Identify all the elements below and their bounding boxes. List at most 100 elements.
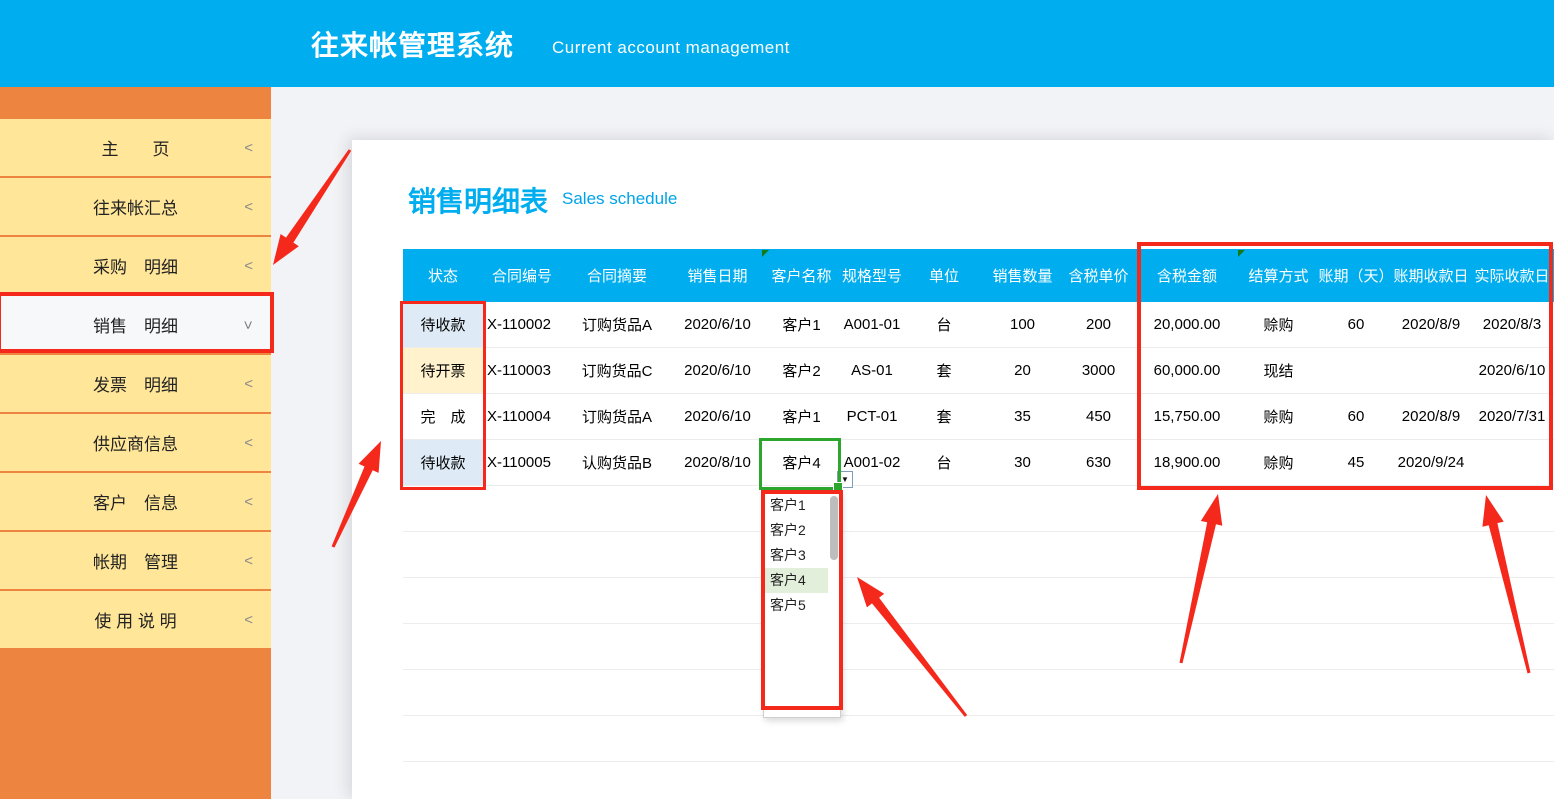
sidebar-item-8[interactable]: 使 用 说 明 < — [0, 591, 271, 650]
table-cell[interactable]: A001-01 — [843, 316, 901, 333]
table-cell[interactable]: 客户2 — [782, 363, 821, 380]
table-cell[interactable]: 台 — [936, 317, 952, 334]
table-cell[interactable]: 200 — [1085, 316, 1112, 333]
column-header: 账期收款日 — [1393, 268, 1469, 285]
table-cell[interactable]: 3000 — [1081, 362, 1116, 379]
table-cell[interactable]: 20 — [1014, 362, 1031, 379]
sidebar-item-1[interactable]: 往来帐汇总 < — [0, 178, 271, 237]
table-cell[interactable]: 赊购 — [1263, 317, 1294, 334]
table-cell[interactable]: 450 — [1085, 408, 1112, 425]
column-header: 合同摘要 — [586, 268, 647, 285]
chevron-icon: < — [244, 375, 253, 392]
sidebar-item-2[interactable]: 采购 明细 < — [0, 237, 271, 296]
table-cell[interactable]: 60,000.00 — [1153, 362, 1221, 379]
table-cell[interactable]: 订购货品A — [581, 409, 652, 426]
table-cell[interactable]: X-110003 — [487, 362, 551, 379]
app-subtitle: Current account management — [552, 38, 790, 57]
table-cell[interactable]: X-110002 — [487, 316, 551, 333]
table-cell[interactable] — [1392, 348, 1470, 393]
table-cell[interactable]: 100 — [1009, 316, 1036, 333]
table-cell[interactable]: 现结 — [1263, 363, 1294, 380]
dropdown-option[interactable]: 客户1 — [770, 497, 806, 513]
dropdown-scrollbar[interactable] — [830, 496, 838, 560]
chevron-icon: < — [244, 552, 253, 569]
chevron-icon: < — [240, 320, 258, 329]
table-cell[interactable]: 客户1 — [782, 409, 821, 426]
sidebar-item-label: 往来帐汇总 — [93, 199, 178, 218]
dropdown-option[interactable]: 客户2 — [770, 522, 806, 538]
table-cell[interactable]: 2020/8/10 — [684, 454, 751, 471]
status-cell[interactable]: 完 成 — [420, 409, 466, 426]
table-cell[interactable]: 2020/6/10 — [684, 362, 751, 379]
sidebar-item-4[interactable]: 发票 明细 < — [0, 355, 271, 414]
customer-dropdown[interactable]: 客户1 客户2 客户3 客户4 客户5 — [763, 492, 841, 718]
dropdown-option[interactable]: 客户5 — [770, 597, 806, 613]
table-cell[interactable]: 订购货品A — [581, 317, 652, 334]
table-cell[interactable]: 30 — [1014, 454, 1031, 471]
sales-table: 状态 合同编号 合同摘要 销售日期 客户名称 规格型号 单位 销售数量 含税单价 含税金额 结算方式… — [403, 249, 1554, 486]
status-cell[interactable]: 待收款 — [403, 302, 483, 347]
table-cell[interactable]: 18,900.00 — [1153, 454, 1221, 471]
table-cell[interactable] — [1470, 440, 1554, 485]
table-cell[interactable]: 2020/8/9 — [1401, 408, 1461, 425]
table-cell[interactable]: 认购货品B — [581, 455, 652, 472]
table-cell[interactable]: 客户1 — [782, 317, 821, 334]
table-cell[interactable] — [1320, 348, 1392, 393]
table-cell[interactable]: A001-02 — [843, 454, 901, 471]
chevron-icon: < — [244, 493, 253, 510]
sidebar-item-label: 采购 明细 — [93, 258, 178, 277]
app-title: 往来帐管理系统 — [311, 30, 515, 61]
table-cell[interactable]: 45 — [1347, 454, 1365, 471]
table-cell[interactable]: PCT-01 — [846, 408, 898, 425]
status-cell[interactable]: 待收款 — [403, 440, 483, 485]
column-header: 规格型号 — [841, 268, 902, 285]
dropdown-option[interactable]: 客户4 — [764, 568, 828, 593]
sidebar-item-0[interactable]: 主 页 < — [0, 119, 271, 178]
sidebar-item-label: 主 页 — [101, 140, 170, 159]
table-cell[interactable]: 订购货品C — [581, 363, 653, 380]
table-cell[interactable]: 台 — [936, 455, 952, 472]
table-cell[interactable]: 35 — [1014, 408, 1031, 425]
table-cell[interactable]: X-110004 — [487, 408, 551, 425]
table-cell[interactable]: 赊购 — [1263, 455, 1294, 472]
table-cell[interactable]: 20,000.00 — [1153, 316, 1221, 333]
table-row: 待收款 X-110005 认购货品B 2020/8/10 客户4 A001-02 台 30 63… — [403, 440, 1554, 486]
table-cell[interactable]: 2020/6/10 — [1478, 362, 1546, 379]
table-cell[interactable]: 2020/8/9 — [1401, 316, 1461, 333]
sidebar-item-label: 发票 明细 — [93, 376, 178, 395]
sidebar-item-7[interactable]: 帐期 管理 < — [0, 532, 271, 591]
column-header: 销售数量 — [992, 268, 1053, 285]
table-cell[interactable]: 2020/6/10 — [684, 316, 751, 333]
chevron-icon: < — [244, 139, 253, 156]
table-cell[interactable]: 15,750.00 — [1153, 408, 1221, 425]
sidebar-item-6[interactable]: 客户 信息 < — [0, 473, 271, 532]
table-cell[interactable]: 赊购 — [1263, 409, 1294, 426]
chevron-icon: < — [244, 434, 253, 451]
table-cell[interactable]: 2020/8/3 — [1482, 316, 1542, 333]
table-cell[interactable]: X-110005 — [487, 454, 551, 471]
sidebar-item-5[interactable]: 供应商信息 < — [0, 414, 271, 473]
table-cell[interactable]: 2020/7/31 — [1478, 408, 1546, 425]
table-cell[interactable]: 60 — [1347, 408, 1365, 425]
table-cell[interactable]: AS-01 — [851, 362, 893, 379]
sidebar-item-3[interactable]: 销售 明细 < — [0, 296, 271, 355]
table-cell[interactable]: 630 — [1085, 454, 1112, 471]
table-cell[interactable]: 套 — [936, 363, 952, 380]
column-header: 结算方式 — [1248, 268, 1309, 285]
column-header: 状态 — [427, 268, 458, 285]
table-cell[interactable]: 套 — [936, 409, 952, 426]
dropdown-option[interactable]: 客户3 — [770, 547, 806, 563]
table-cell[interactable]: 2020/6/10 — [684, 408, 751, 425]
dropdown-arrow-button[interactable]: ▼ — [837, 471, 853, 488]
table-cell[interactable]: 客户4 — [782, 455, 821, 472]
dropdown-arrow-icon: ▼ — [841, 475, 849, 484]
table-cell[interactable]: 60 — [1347, 316, 1365, 333]
sidebar-item-label: 帐期 管理 — [93, 553, 178, 572]
sidebar-topbar — [0, 87, 271, 119]
status-cell[interactable]: 待开票 — [403, 348, 483, 393]
column-header: 销售日期 — [687, 268, 748, 285]
table-cell[interactable]: 2020/9/24 — [1397, 454, 1465, 471]
app-header: 往来帐管理系统 Current account management — [0, 0, 1554, 87]
table-header-row: 状态 合同编号 合同摘要 销售日期 客户名称 规格型号 单位 销售数量 含税单价 含税金额 结算方式… — [403, 249, 1554, 302]
empty-grid-rows — [403, 486, 1554, 764]
